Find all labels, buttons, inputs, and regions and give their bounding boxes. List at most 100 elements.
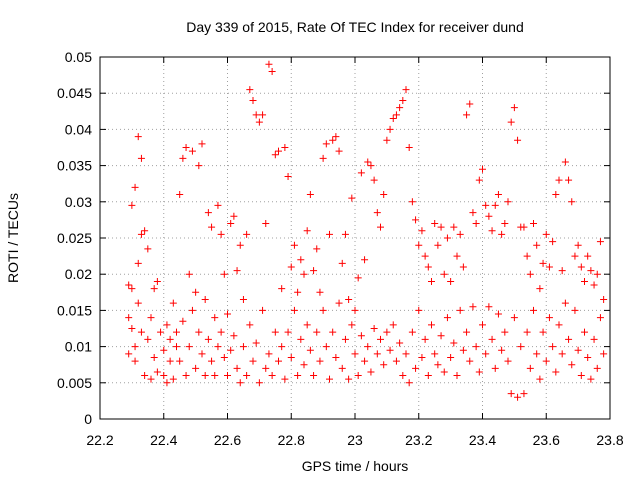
y-tick-label: 0.02 xyxy=(65,266,92,282)
data-point xyxy=(137,328,145,336)
data-point xyxy=(125,314,133,322)
data-point xyxy=(485,212,493,220)
data-point xyxy=(402,86,410,94)
data-point xyxy=(198,350,206,358)
data-point xyxy=(179,154,187,162)
y-tick-label: 0.01 xyxy=(65,339,92,355)
data-point xyxy=(549,238,557,246)
data-point xyxy=(303,321,311,329)
data-point xyxy=(565,335,573,343)
y-tick-label: 0.005 xyxy=(57,375,92,391)
data-point xyxy=(354,372,362,380)
data-point xyxy=(561,299,569,307)
data-point xyxy=(485,303,493,311)
data-point xyxy=(526,270,534,278)
data-point xyxy=(377,335,384,343)
data-point xyxy=(596,314,604,322)
data-point xyxy=(262,220,270,228)
data-point xyxy=(153,277,161,285)
y-axis-label: ROTI / TECUs xyxy=(5,193,21,283)
data-point xyxy=(587,375,595,383)
data-point xyxy=(341,230,349,238)
y-tick-labels: 0 0.005 0.01 0.015 0.02 0.025 0.03 0.035… xyxy=(57,49,92,427)
data-point xyxy=(501,328,509,336)
data-point xyxy=(201,296,209,304)
data-point xyxy=(357,169,365,177)
data-point xyxy=(415,306,423,314)
data-point xyxy=(214,201,222,209)
data-point xyxy=(558,350,566,358)
data-point xyxy=(377,223,384,231)
data-point xyxy=(278,343,286,351)
data-point xyxy=(392,357,400,365)
data-point xyxy=(488,335,496,343)
data-point xyxy=(310,267,318,275)
data-point xyxy=(523,252,531,260)
data-point xyxy=(160,346,168,354)
data-point xyxy=(348,194,356,202)
data-point xyxy=(526,364,534,372)
data-point xyxy=(593,364,601,372)
data-point xyxy=(195,328,203,336)
data-point xyxy=(188,147,196,155)
data-point xyxy=(233,267,241,275)
x-tick-label: 22.4 xyxy=(150,432,177,448)
data-point xyxy=(201,372,209,380)
data-point xyxy=(255,118,263,126)
data-point xyxy=(268,372,276,380)
data-point xyxy=(530,220,537,228)
data-point xyxy=(440,368,448,376)
data-point xyxy=(533,241,541,249)
data-point xyxy=(536,285,544,293)
data-point xyxy=(593,270,601,278)
grid-lines xyxy=(100,57,610,419)
data-point xyxy=(443,314,451,322)
data-point xyxy=(137,230,145,238)
data-point xyxy=(147,314,155,322)
data-point xyxy=(552,191,560,199)
data-point xyxy=(290,241,298,249)
data-point xyxy=(504,357,512,365)
data-point xyxy=(482,350,490,358)
data-point xyxy=(319,306,327,314)
data-point xyxy=(568,198,576,206)
data-point xyxy=(561,158,569,166)
x-tick-label: 23.4 xyxy=(469,432,496,448)
data-point xyxy=(539,328,547,336)
data-point xyxy=(141,227,149,235)
data-point xyxy=(488,227,496,235)
data-point xyxy=(469,303,477,311)
data-point xyxy=(555,321,563,329)
data-point xyxy=(236,379,244,387)
data-point xyxy=(173,343,180,351)
data-point xyxy=(587,267,595,275)
data-point xyxy=(405,144,413,151)
data-point xyxy=(584,353,592,361)
data-point xyxy=(386,346,394,354)
data-point xyxy=(542,357,550,365)
data-point xyxy=(185,270,193,278)
data-point xyxy=(141,372,149,380)
data-point xyxy=(507,390,515,398)
data-point xyxy=(348,321,356,329)
data-point xyxy=(510,104,518,112)
data-point xyxy=(533,350,541,358)
axis-ticks xyxy=(99,56,611,420)
data-point xyxy=(396,339,404,347)
data-point xyxy=(520,223,528,231)
data-point xyxy=(405,379,413,387)
data-point xyxy=(364,343,372,351)
data-point xyxy=(335,147,343,155)
data-point xyxy=(399,372,407,380)
data-point xyxy=(316,357,324,365)
y-tick-label: 0.025 xyxy=(57,230,92,246)
data-point xyxy=(230,332,238,340)
data-point xyxy=(217,230,225,238)
data-point xyxy=(125,281,133,289)
x-tick-label: 22.2 xyxy=(86,432,113,448)
data-point xyxy=(192,364,200,372)
data-point xyxy=(408,328,416,336)
data-point xyxy=(491,364,499,372)
data-point xyxy=(351,350,359,358)
data-point xyxy=(208,357,216,365)
